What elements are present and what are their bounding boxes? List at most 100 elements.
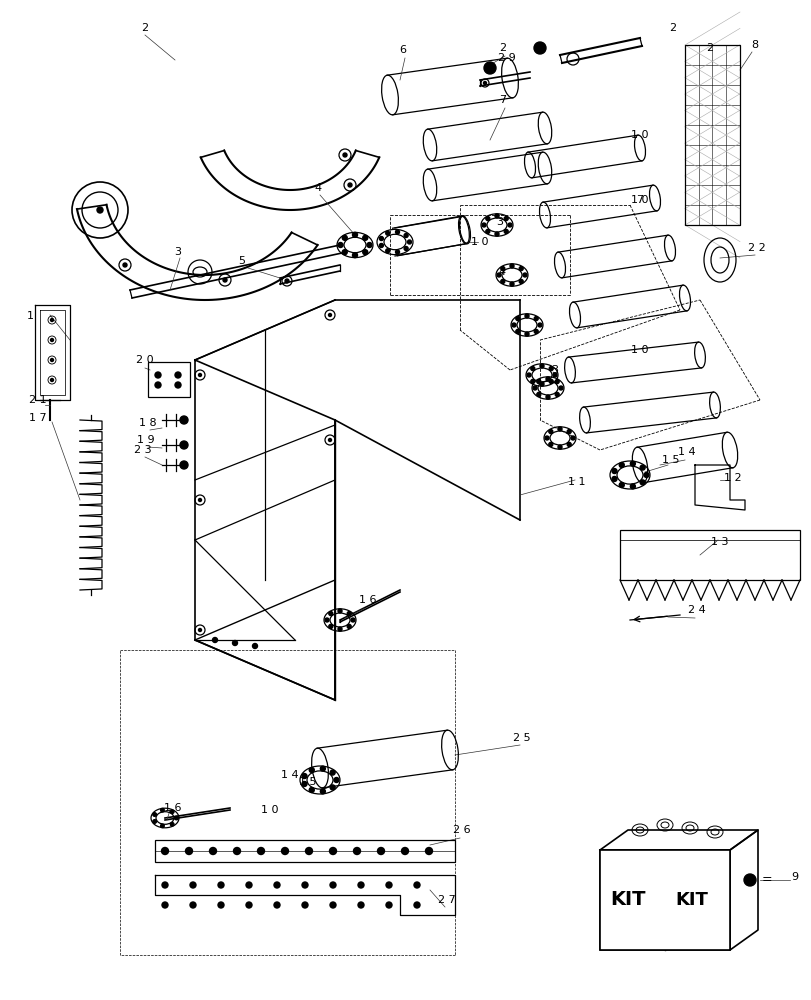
- Circle shape: [508, 223, 512, 227]
- Circle shape: [358, 882, 363, 888]
- Circle shape: [536, 380, 540, 384]
- Circle shape: [532, 386, 536, 390]
- Circle shape: [567, 442, 570, 446]
- Circle shape: [232, 641, 237, 646]
- Circle shape: [509, 264, 513, 268]
- Text: 1 3: 1 3: [710, 537, 727, 547]
- Circle shape: [175, 372, 181, 378]
- Circle shape: [234, 847, 240, 854]
- Circle shape: [395, 230, 399, 234]
- Text: 1 0: 1 0: [630, 130, 648, 140]
- Polygon shape: [599, 850, 729, 950]
- Circle shape: [639, 480, 645, 485]
- Circle shape: [190, 882, 195, 888]
- Circle shape: [482, 223, 486, 227]
- Circle shape: [743, 874, 755, 886]
- Circle shape: [198, 373, 201, 376]
- Circle shape: [212, 638, 217, 643]
- Circle shape: [557, 445, 561, 449]
- Circle shape: [281, 847, 288, 854]
- Text: 1 6: 1 6: [358, 595, 376, 605]
- Text: 6: 6: [399, 45, 406, 55]
- Circle shape: [545, 377, 549, 381]
- Circle shape: [328, 438, 331, 442]
- Text: 1 5: 1 5: [662, 455, 679, 465]
- Circle shape: [162, 902, 168, 908]
- Text: 2 3: 2 3: [134, 445, 152, 455]
- Circle shape: [329, 847, 336, 854]
- Circle shape: [385, 231, 389, 235]
- Circle shape: [379, 237, 383, 241]
- Text: KIT: KIT: [609, 890, 645, 909]
- Circle shape: [155, 372, 161, 378]
- Circle shape: [152, 813, 157, 816]
- Text: 3: 3: [551, 365, 558, 375]
- Circle shape: [223, 278, 227, 282]
- Circle shape: [309, 767, 314, 772]
- Circle shape: [518, 279, 522, 283]
- Circle shape: [555, 392, 559, 396]
- Circle shape: [404, 247, 408, 251]
- Text: 1 0: 1 0: [261, 805, 278, 815]
- Bar: [155, 840, 454, 862]
- Circle shape: [611, 476, 616, 481]
- Circle shape: [552, 373, 556, 377]
- Text: 1 0: 1 0: [630, 345, 648, 355]
- Circle shape: [363, 235, 367, 240]
- Circle shape: [611, 469, 616, 474]
- Circle shape: [567, 430, 570, 434]
- Circle shape: [367, 242, 371, 247]
- Circle shape: [305, 847, 312, 854]
- Text: 1 5: 1 5: [299, 777, 316, 787]
- Circle shape: [570, 436, 574, 440]
- Circle shape: [619, 483, 624, 488]
- Circle shape: [500, 267, 504, 271]
- Circle shape: [162, 882, 168, 888]
- Circle shape: [548, 367, 552, 371]
- Text: 9: 9: [791, 872, 797, 882]
- Text: 7: 7: [636, 195, 643, 205]
- Text: 1 4: 1 4: [281, 770, 298, 780]
- Circle shape: [50, 378, 54, 381]
- Circle shape: [558, 386, 562, 390]
- Circle shape: [363, 250, 367, 255]
- Circle shape: [341, 235, 347, 240]
- Circle shape: [525, 314, 528, 318]
- Circle shape: [155, 382, 161, 388]
- Circle shape: [544, 436, 548, 440]
- Circle shape: [629, 461, 634, 466]
- Circle shape: [198, 498, 201, 502]
- Circle shape: [500, 279, 504, 283]
- Text: 1 2: 1 2: [723, 473, 741, 483]
- Circle shape: [401, 847, 408, 854]
- Text: KIT: KIT: [674, 891, 707, 909]
- Circle shape: [341, 250, 347, 255]
- Text: 3: 3: [174, 247, 182, 257]
- Text: 4: 4: [314, 183, 321, 193]
- Circle shape: [50, 338, 54, 342]
- Circle shape: [246, 902, 251, 908]
- Circle shape: [385, 902, 392, 908]
- Circle shape: [539, 364, 543, 368]
- Circle shape: [347, 612, 351, 616]
- Circle shape: [350, 618, 354, 622]
- Circle shape: [190, 902, 195, 908]
- Circle shape: [342, 153, 346, 157]
- Circle shape: [539, 382, 543, 386]
- Circle shape: [526, 373, 530, 377]
- Circle shape: [170, 810, 174, 814]
- Circle shape: [485, 229, 489, 233]
- Circle shape: [518, 267, 522, 271]
- Circle shape: [352, 253, 357, 258]
- Text: 1 4: 1 4: [677, 447, 695, 457]
- Text: 2: 2: [141, 23, 148, 33]
- Circle shape: [324, 618, 328, 622]
- Circle shape: [330, 785, 335, 790]
- Circle shape: [252, 644, 257, 648]
- Circle shape: [302, 774, 307, 779]
- Circle shape: [639, 465, 645, 470]
- Text: 2 9: 2 9: [497, 53, 515, 63]
- Circle shape: [512, 323, 515, 327]
- Circle shape: [548, 379, 552, 383]
- Circle shape: [425, 847, 432, 854]
